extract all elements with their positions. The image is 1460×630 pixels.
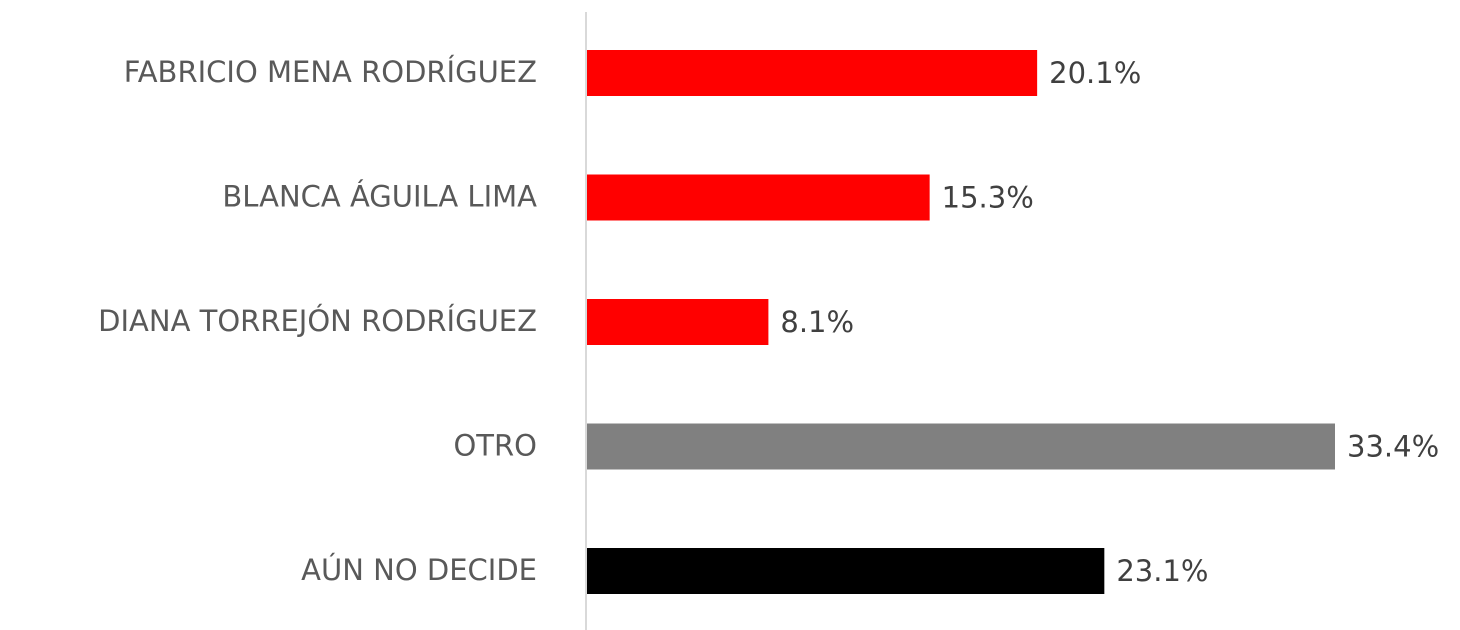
- category-label: OTRO: [453, 429, 537, 463]
- value-label: 23.1%: [1116, 554, 1208, 588]
- value-label: 15.3%: [942, 181, 1034, 215]
- category-label: DIANA TORREJÓN RODRÍGUEZ: [98, 304, 537, 338]
- bar: [587, 423, 1335, 470]
- bar: [587, 174, 930, 221]
- value-label: 20.1%: [1049, 56, 1141, 90]
- category-label: AÚN NO DECIDE: [301, 553, 537, 587]
- bar: [587, 548, 1105, 594]
- value-label: 8.1%: [780, 305, 854, 339]
- bar: [587, 299, 769, 345]
- value-label: 33.4%: [1347, 430, 1439, 464]
- bar: [587, 50, 1038, 96]
- category-label: FABRICIO MENA RODRÍGUEZ: [124, 55, 537, 89]
- category-label: BLANCA ÁGUILA LIMA: [222, 180, 537, 214]
